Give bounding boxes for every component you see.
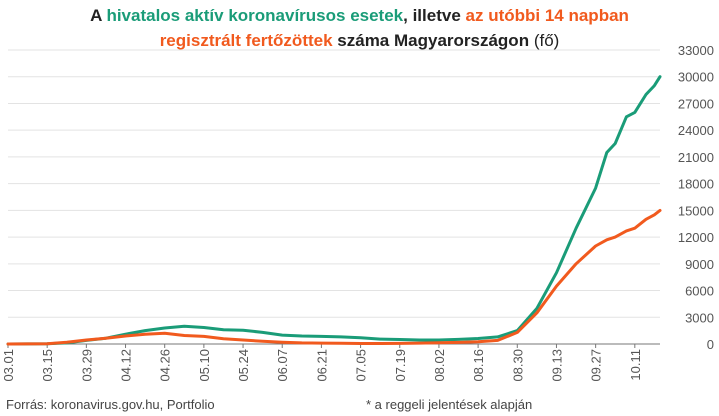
x-tick-label: 03.01	[1, 349, 16, 382]
x-tick-label: 08.02	[432, 349, 447, 382]
title-active-cases: hivatalos aktív koronavírusos esetek	[106, 6, 404, 25]
x-tick-label: 09.13	[549, 349, 564, 382]
title-part-3: , illetve	[403, 6, 466, 25]
source-note: Forrás: koronavirus.gov.hu, Portfolio	[6, 397, 215, 412]
series-active-cases-line	[6, 75, 662, 346]
x-tick-label: 07.19	[393, 349, 408, 382]
y-tick-label: 27000	[678, 96, 714, 111]
y-tick-label: 21000	[678, 150, 714, 165]
y-tick-label: 6000	[685, 284, 714, 299]
y-tick-label: 33000	[678, 43, 714, 58]
footnote: * a reggeli jelentések alapján	[366, 397, 533, 412]
x-tick-label: 08.30	[510, 349, 525, 382]
title-part-1: A	[90, 6, 107, 25]
y-tick-label: 0	[707, 337, 714, 352]
x-tick-label: 03.15	[40, 349, 55, 382]
x-tick-label: 04.12	[119, 349, 134, 382]
y-tick-label: 15000	[678, 203, 714, 218]
y-tick-label: 24000	[678, 123, 714, 138]
x-tick-label: 09.27	[589, 349, 604, 382]
x-tick-label: 03.29	[79, 349, 94, 382]
series-last14-line	[6, 208, 662, 346]
title-unit: (fő)	[533, 31, 560, 50]
x-tick-label: 05.24	[236, 349, 251, 382]
y-tick-label: 12000	[678, 230, 714, 245]
chart-title: A hivatalos aktív koronavírusos esetek, …	[0, 3, 719, 53]
x-tick-label: 10.11	[628, 349, 643, 381]
x-tick-label: 06.21	[314, 349, 329, 382]
title-part-6: száma Magyarországon	[332, 31, 534, 50]
x-tick-label: 08.16	[471, 349, 486, 382]
x-tick-label: 07.05	[354, 349, 369, 382]
x-tick-label: 04.26	[158, 349, 173, 382]
y-tick-label: 3000	[685, 310, 714, 325]
x-tick-label: 06.07	[275, 349, 290, 382]
y-tick-label: 9000	[685, 257, 714, 272]
y-tick-label: 18000	[678, 177, 714, 192]
title-last14-a: az utóbbi 14 napban	[465, 6, 629, 25]
y-tick-label: 30000	[678, 70, 714, 85]
x-tick-label: 05.10	[197, 349, 212, 382]
title-last14-b: regisztrált fertőzöttek	[159, 31, 333, 50]
